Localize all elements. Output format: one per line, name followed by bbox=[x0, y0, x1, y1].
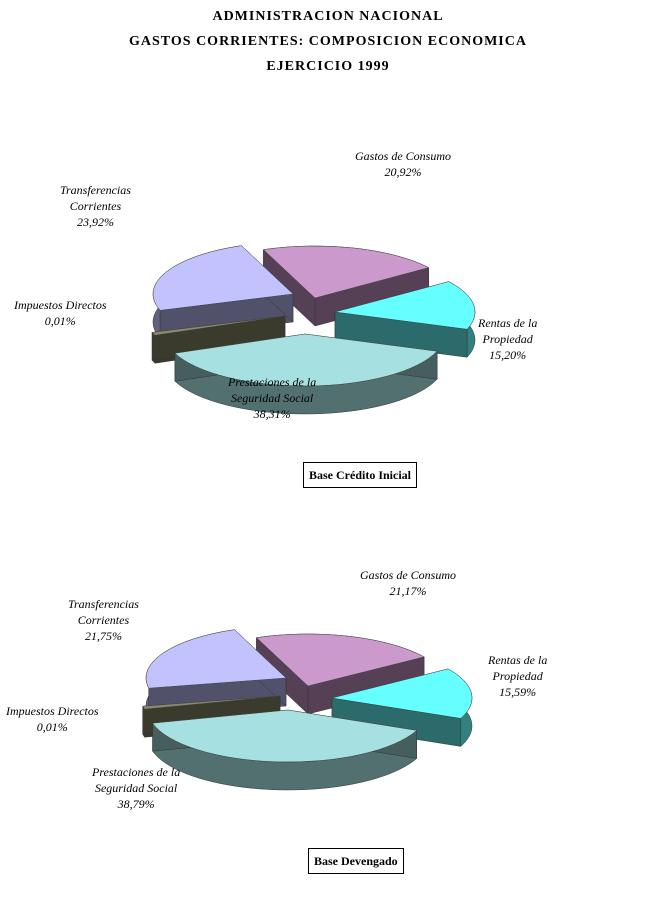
slice-label-prestaciones: Prestaciones de la Seguridad Social 38,3… bbox=[228, 375, 317, 421]
slice-label-gastos-consumo: Gastos de Consumo 21,17% bbox=[360, 568, 457, 598]
slice-prestaciones bbox=[152, 709, 418, 763]
slice-label-impuestos-directos: Impuestos Directos 0,01% bbox=[6, 704, 99, 734]
slice-label-prestaciones: Prestaciones de la Seguridad Social 38,7… bbox=[92, 765, 181, 811]
slice-label-transferencias: Transferencias Corrientes 23,92% bbox=[60, 183, 131, 229]
title-line-2: GASTOS CORRIENTES: COMPOSICION ECONOMICA bbox=[129, 34, 527, 49]
slice-impuestos-directos bbox=[151, 315, 286, 336]
title-line-3: EJERCICIO 1999 bbox=[266, 59, 390, 74]
slice-gastos-consumo bbox=[262, 245, 430, 299]
title-line-1: ADMINISTRACION NACIONAL bbox=[212, 9, 444, 24]
slice-transferencias bbox=[145, 629, 287, 689]
slice-label-rentas-propiedad: Rentas de la Propiedad 15,59% bbox=[488, 653, 548, 699]
slice-prestaciones bbox=[174, 333, 438, 387]
slice-gastos-consumo bbox=[255, 633, 425, 687]
slice-transferencias bbox=[152, 245, 294, 311]
slice-label-transferencias: Transferencias Corrientes 21,75% bbox=[68, 597, 139, 643]
slice-label-rentas-propiedad: Rentas de la Propiedad 15,20% bbox=[478, 316, 538, 362]
pie-chart-credito-inicial: Gastos de Consumo 20,92% Rentas de la Pr… bbox=[0, 90, 656, 510]
slice-impuestos-directos bbox=[142, 695, 281, 710]
slice-label-gastos-consumo: Gastos de Consumo 20,92% bbox=[355, 149, 452, 179]
slice-rentas-propiedad bbox=[331, 668, 473, 719]
base-credito-inicial-label: Base Crédito Inicial bbox=[303, 462, 417, 488]
slice-label-impuestos-directos: Impuestos Directos 0,01% bbox=[14, 298, 107, 328]
pie-chart-devengado: Gastos de Consumo 21,17% Rentas de la Pr… bbox=[0, 480, 656, 900]
slice-rentas-propiedad bbox=[334, 281, 476, 330]
report-titles: ADMINISTRACION NACIONAL GASTOS CORRIENTE… bbox=[0, 4, 656, 79]
base-devengado-label: Base Devengado bbox=[308, 848, 404, 874]
pie-chart-svg bbox=[151, 245, 476, 415]
pie-chart-svg bbox=[142, 629, 473, 791]
